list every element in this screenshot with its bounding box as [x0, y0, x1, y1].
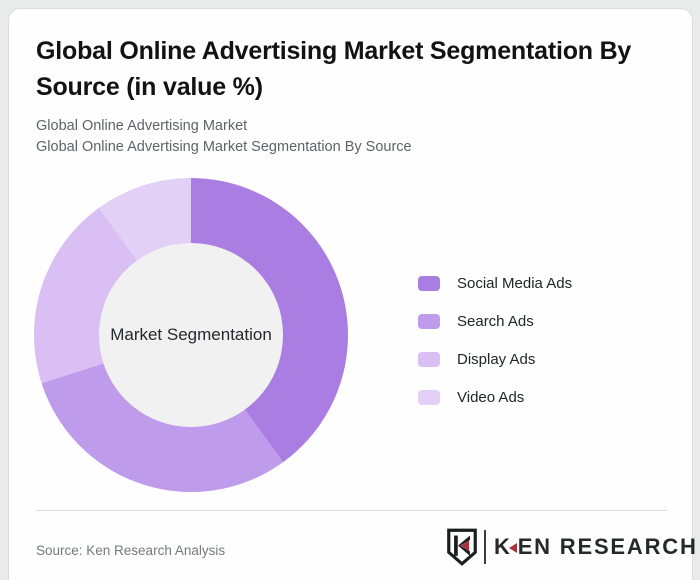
source-text: Source: Ken Research Analysis	[36, 543, 226, 558]
legend-swatch-icon	[418, 351, 440, 367]
legend-label: Search Ads	[457, 312, 534, 330]
legend-label: Display Ads	[457, 350, 536, 368]
logo-k-triangle-icon	[508, 543, 517, 553]
ken-research-shield-icon	[447, 528, 477, 566]
legend-label: Social Media Ads	[457, 274, 573, 292]
logo-wordmark-k: K	[494, 534, 512, 559]
legend-item: Video Ads	[418, 378, 572, 416]
legend-swatch-icon	[418, 389, 440, 405]
chart-legend: Social Media Ads Search Ads Display Ads Vid…	[418, 264, 572, 416]
legend-label: Video Ads	[457, 388, 525, 406]
chart-subtitle-segmentation: Global Online Advertising Market Segment…	[36, 139, 412, 155]
legend-swatch-icon	[418, 275, 440, 291]
logo-separator	[484, 530, 486, 564]
ken-research-logo: K EN RESEARCH	[447, 526, 698, 568]
donut-chart: Market Segmentation	[34, 178, 348, 492]
donut-center: Market Segmentation	[99, 243, 283, 427]
chart-subtitle-market: Global Online Advertising Market	[36, 118, 248, 134]
footer-divider	[36, 510, 667, 511]
logo-wordmark-rest: EN RESEARCH	[517, 534, 698, 559]
legend-swatch-icon	[418, 313, 440, 329]
legend-item: Social Media Ads	[418, 264, 572, 302]
logo-wordmark: K EN RESEARCH	[494, 534, 698, 560]
legend-item: Search Ads	[418, 302, 572, 340]
legend-item: Display Ads	[418, 340, 572, 378]
chart-card: Global Online Advertising Market Segment…	[8, 8, 696, 580]
donut-center-label: Market Segmentation	[110, 325, 272, 344]
chart-title: Global Online Advertising Market Segment…	[36, 37, 632, 101]
